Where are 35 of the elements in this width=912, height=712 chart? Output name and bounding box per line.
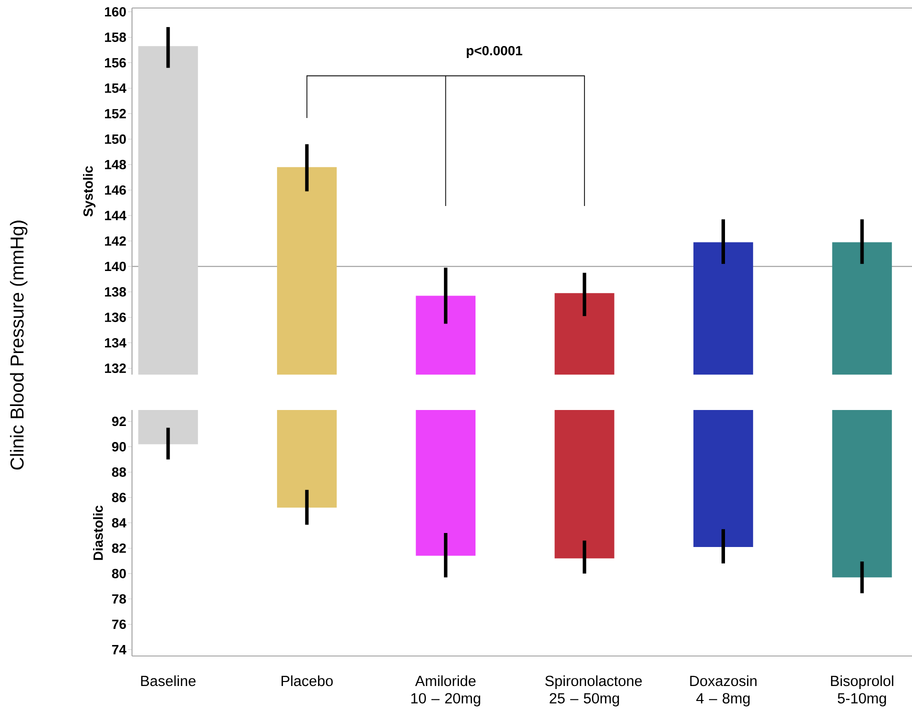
y-axis-title: Systolic [83,166,96,217]
y-tick-label: 134 [105,338,126,348]
y-tick-label: 146 [105,185,126,195]
y-tick-label: 156 [105,58,126,68]
y-tick-label: 160 [105,7,126,17]
x-tick-label: Baseline [141,675,196,686]
y-tick-label: 76 [112,620,126,629]
y-tick-label: 144 [105,210,126,220]
y-tick-label: 78 [112,594,126,604]
y-tick-label: 142 [105,236,126,246]
x-tick-label: Bisoprolol 5-10mg [831,675,894,706]
y-tick-label: 154 [105,84,126,93]
y-tick-label: 136 [105,312,126,322]
x-tick-label: Doxazosin 4 – 8mg [690,675,757,706]
y-tick-label: 82 [112,543,126,553]
y-tick-label: 152 [105,108,126,118]
y-tick-label: 92 [112,416,126,426]
y-tick-label: 80 [112,568,126,578]
y-tick-label: 148 [105,160,126,170]
y-tick-label: 74 [112,645,126,654]
y-tick-label: 140 [105,262,126,272]
y-tick-label: 88 [112,467,126,477]
y-tick-label: 86 [112,492,126,502]
x-tick-label: Spironolactone 25 – 50mg [545,675,642,706]
x-tick-label: Placebo [282,675,333,686]
y-tick-label: 150 [105,134,126,144]
y-tick-label: 138 [105,287,126,297]
y-tick-label: 84 [112,518,126,528]
y-tick-label: 90 [112,442,126,452]
annotation: p<0.0001 [466,46,522,58]
y-tick-label: 158 [105,32,126,42]
y-axis-title: Diastolic [93,506,103,560]
x-tick-label: Amiloride 10 – 20mg [411,675,480,706]
y-tick-label: 132 [105,364,126,374]
text: Clinic Blood Pressure (mmHg) [10,220,28,470]
